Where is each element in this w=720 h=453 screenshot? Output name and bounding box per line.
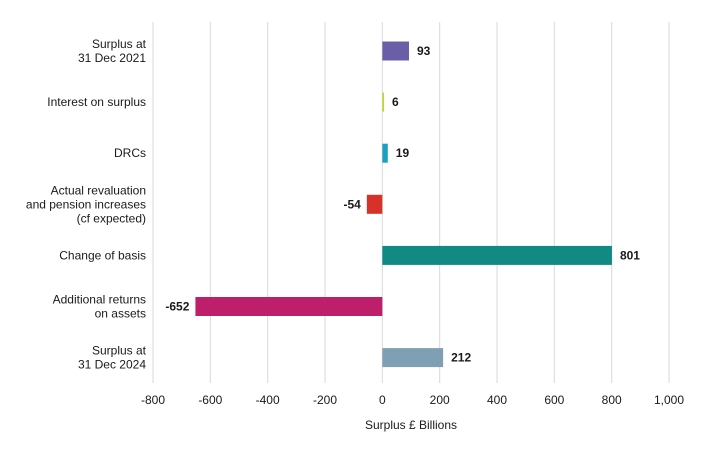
category-label: Surplus at 31 Dec 2021 [78,37,147,65]
category-label: Interest on surplus [47,95,146,109]
data-label: -54 [344,197,362,211]
x-tick-label: 0 [379,393,386,407]
bar [382,348,444,368]
bar [366,194,383,214]
bar [382,92,385,112]
data-label: 6 [392,95,399,109]
x-tick-labels: -800 -600 -400 -200 0 200 400 600 800 1,000 [141,393,684,407]
x-tick-label: 200 [430,393,450,407]
x-tick-label: 1,000 [654,393,684,407]
bar [382,245,612,265]
category-label: Surplus at 31 Dec 2024 [78,344,147,372]
category-label: DRCs [114,146,146,160]
data-label: 801 [620,248,640,262]
x-tick-label: 400 [487,393,507,407]
data-label: -652 [165,300,189,314]
x-tick-label: -800 [141,393,165,407]
data-label: 93 [417,44,431,58]
bar [195,297,383,316]
bars [195,41,612,368]
category-label: Actual revaluation and pension increases(… [26,183,146,225]
x-tick-label: 800 [602,393,622,407]
gridlines [152,22,670,383]
bar [382,41,409,61]
x-tick-label: -400 [256,393,280,407]
category-label: Change of basis [59,248,146,262]
category-label: Additional returns on assets [53,293,146,321]
bar [382,143,388,163]
data-label: 19 [396,146,410,160]
x-axis-title: Surplus £ Billions [365,418,457,432]
x-tick-label: 600 [544,393,564,407]
data-labels: 93 6 19 -54 801 -652 212 [165,44,640,365]
category-labels: Surplus at 31 Dec 2021 Interest on surplus… [26,37,147,372]
data-label: 212 [451,351,471,365]
x-tick-label: -200 [313,393,337,407]
x-tick-label: -600 [198,393,222,407]
